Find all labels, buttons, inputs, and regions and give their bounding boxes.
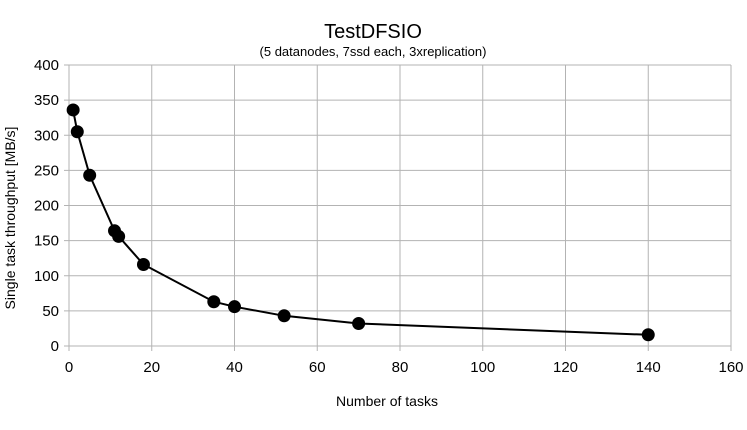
data-point [228,300,241,314]
data-point [83,168,97,182]
chart-subtitle: (5 datanodes, 7ssd each, 3xreplication) [260,44,487,59]
x-tick-label: 160 [718,359,743,376]
series-line [72,109,649,336]
data-point [641,328,655,342]
y-axis-label: Single task throughput [MB/s] [2,127,18,310]
y-tick-label: 100 [34,268,59,285]
x-tick-label: 100 [470,359,495,376]
data-point [352,317,366,331]
data-point [207,295,221,309]
y-tick-label: 250 [34,162,59,179]
data-point [277,309,291,323]
y-tick-label: 50 [42,303,59,320]
y-tick-label: 300 [34,127,59,144]
x-axis-label: Number of tasks [336,393,438,409]
data-point [136,258,150,272]
data-point [112,229,126,243]
y-tick-label: 350 [34,92,59,109]
x-tick-label: 80 [392,359,409,376]
x-tick-label: 140 [636,359,661,376]
series-layer [66,103,655,342]
x-tick-label: 120 [553,359,578,376]
grid [68,64,732,347]
x-tick-label: 0 [65,359,73,376]
x-tick-label: 20 [143,359,160,376]
x-tick-label: 60 [309,359,326,376]
y-tick-label: 150 [34,233,59,250]
data-point [66,103,80,117]
axes: 0 50 100 150 200 250 300 350 400 0 20 40 60 80 100 120 1… [34,57,744,376]
data-point [70,125,84,139]
chart-title: TestDFSIO [324,21,422,43]
y-tick-label: 200 [34,198,59,215]
x-tick-label: 40 [226,359,243,376]
y-tick-label: 400 [34,57,59,74]
y-tick-label: 0 [51,338,59,355]
